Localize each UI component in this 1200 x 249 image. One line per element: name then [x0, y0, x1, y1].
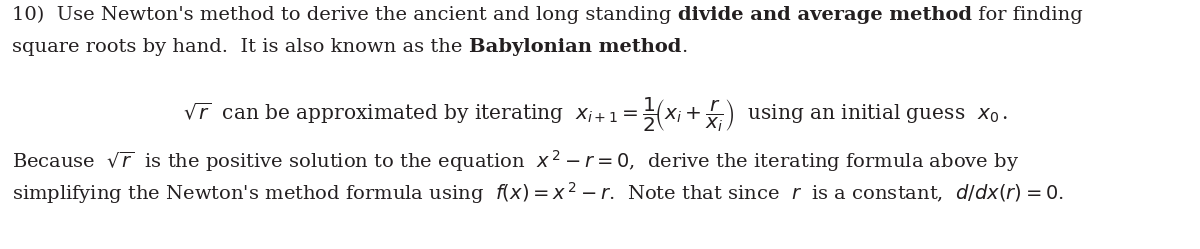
Text: .: .	[682, 38, 688, 56]
Text: Babylonian method: Babylonian method	[469, 38, 682, 56]
Text: divide and average method: divide and average method	[678, 6, 972, 24]
Text: for finding: for finding	[972, 6, 1082, 24]
Text: 10)  Use Newton's method to derive the ancient and long standing: 10) Use Newton's method to derive the an…	[12, 6, 678, 24]
Text: square roots by hand.  It is also known as the: square roots by hand. It is also known a…	[12, 38, 469, 56]
Text: Because  $\sqrt{r}$  is the positive solution to the equation  $x^{\,2} - r = 0$: Because $\sqrt{r}$ is the positive solut…	[12, 148, 1019, 174]
Text: simplifying the Newton's method formula using  $f(x) = x^{\,2} - r$.  Note that : simplifying the Newton's method formula …	[12, 180, 1064, 206]
Text: $\sqrt{r}$  can be approximated by iterating  $x_{i+1} = \dfrac{1}{2}\!\left(x_i: $\sqrt{r}$ can be approximated by iterat…	[184, 96, 1016, 134]
